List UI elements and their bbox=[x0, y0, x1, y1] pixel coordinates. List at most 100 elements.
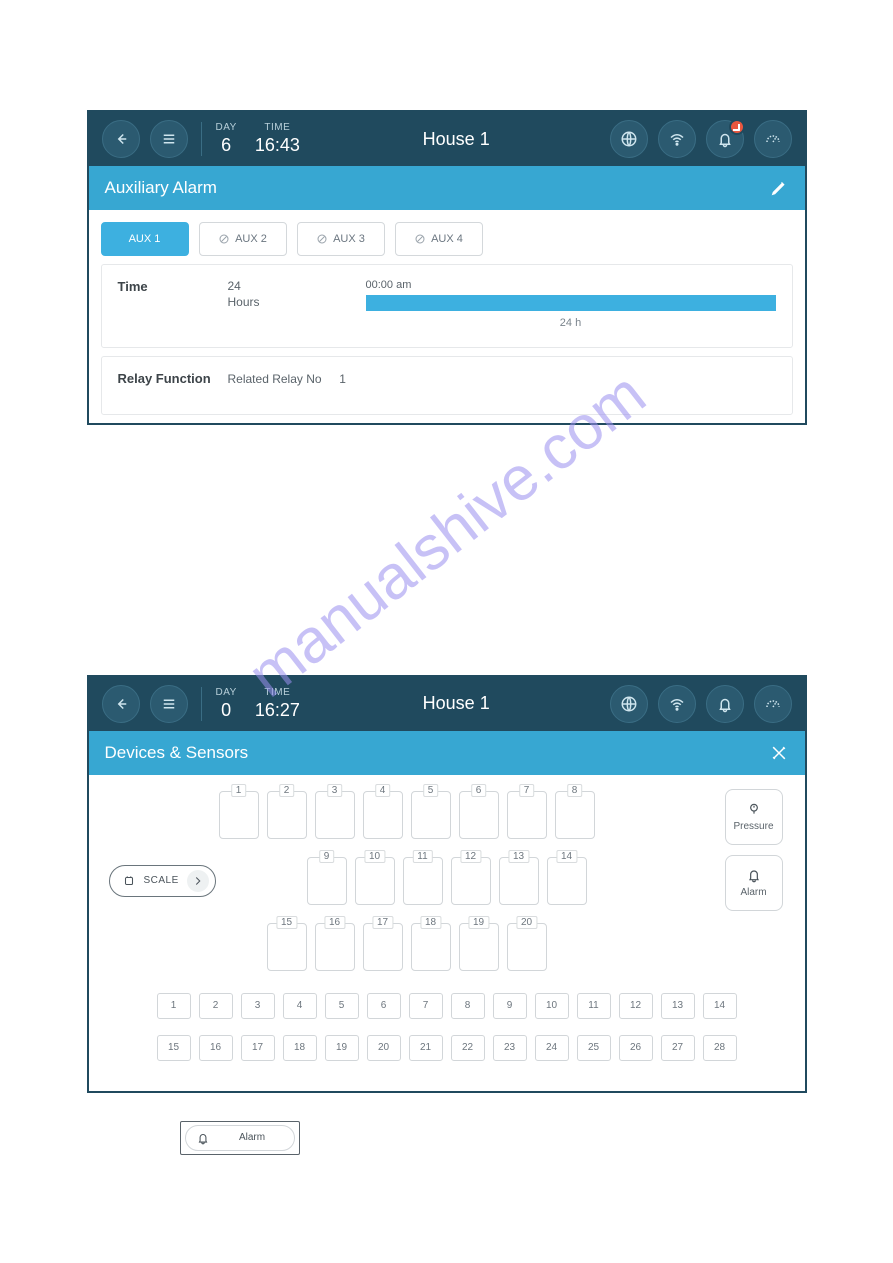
gauge-button[interactable] bbox=[754, 120, 792, 158]
device-cell[interactable]: 7 bbox=[507, 791, 547, 839]
sensor-cell[interactable]: 5 bbox=[325, 993, 359, 1019]
device-number: 8 bbox=[567, 784, 583, 797]
menu-button[interactable] bbox=[150, 120, 188, 158]
device-number: 9 bbox=[319, 850, 335, 863]
edit-icon[interactable] bbox=[769, 178, 789, 198]
sensor-cell[interactable]: 19 bbox=[325, 1035, 359, 1061]
sensor-cell[interactable]: 22 bbox=[451, 1035, 485, 1061]
device-cell[interactable]: 13 bbox=[499, 857, 539, 905]
aux-tabs: AUX 1 AUX 2 AUX 3 AUX 4 bbox=[89, 210, 805, 264]
sensor-cell[interactable]: 6 bbox=[367, 993, 401, 1019]
sensor-cell[interactable]: 24 bbox=[535, 1035, 569, 1061]
sensor-cell[interactable]: 17 bbox=[241, 1035, 275, 1061]
device-number: 17 bbox=[372, 916, 393, 929]
sensor-cell[interactable]: 21 bbox=[409, 1035, 443, 1061]
sensor-cell[interactable]: 18 bbox=[283, 1035, 317, 1061]
devices-sensors-panel: DAY 0 TIME 16:27 House 1 Devices & Senso… bbox=[87, 675, 807, 1093]
device-cell[interactable]: 16 bbox=[315, 923, 355, 971]
device-cell[interactable]: 12 bbox=[451, 857, 491, 905]
disabled-icon bbox=[316, 233, 328, 245]
day-value: 6 bbox=[216, 135, 237, 156]
sensor-cell[interactable]: 16 bbox=[199, 1035, 233, 1061]
device-number: 15 bbox=[276, 916, 297, 929]
gauge-button[interactable] bbox=[754, 685, 792, 723]
globe-icon bbox=[620, 130, 638, 148]
device-cell[interactable]: 11 bbox=[403, 857, 443, 905]
sensor-cell[interactable]: 3 bbox=[241, 993, 275, 1019]
time-value: 16:27 bbox=[255, 700, 300, 721]
sensor-cell[interactable]: 7 bbox=[409, 993, 443, 1019]
alerts-button[interactable] bbox=[706, 685, 744, 723]
device-cell[interactable]: 5 bbox=[411, 791, 451, 839]
sensor-cell[interactable]: 9 bbox=[493, 993, 527, 1019]
alerts-button[interactable] bbox=[706, 120, 744, 158]
sensor-cell[interactable]: 12 bbox=[619, 993, 653, 1019]
tab-aux3[interactable]: AUX 3 bbox=[297, 222, 385, 256]
device-cell[interactable]: 15 bbox=[267, 923, 307, 971]
relay-field: Related Relay No 1 bbox=[228, 371, 346, 386]
tab-aux2[interactable]: AUX 2 bbox=[199, 222, 287, 256]
sensor-cell[interactable]: 27 bbox=[661, 1035, 695, 1061]
wifi-button[interactable] bbox=[658, 685, 696, 723]
device-cell[interactable]: 9 bbox=[307, 857, 347, 905]
time-value: 16:43 bbox=[255, 135, 300, 156]
sensor-cell[interactable]: 25 bbox=[577, 1035, 611, 1061]
device-number: 16 bbox=[324, 916, 345, 929]
sensor-cell[interactable]: 4 bbox=[283, 993, 317, 1019]
sensor-cell[interactable]: 10 bbox=[535, 993, 569, 1019]
device-number: 12 bbox=[460, 850, 481, 863]
device-cell[interactable]: 17 bbox=[363, 923, 403, 971]
pressure-card[interactable]: Pressure bbox=[725, 789, 783, 845]
subheader-title: Auxiliary Alarm bbox=[105, 178, 217, 198]
sensor-cell[interactable]: 11 bbox=[577, 993, 611, 1019]
globe-button[interactable] bbox=[610, 685, 648, 723]
menu-icon bbox=[160, 695, 178, 713]
topbar: DAY 6 TIME 16:43 House 1 bbox=[89, 112, 805, 166]
sensor-cell[interactable]: 13 bbox=[661, 993, 695, 1019]
chevron-right-icon bbox=[187, 870, 209, 892]
device-cell[interactable]: 6 bbox=[459, 791, 499, 839]
globe-icon bbox=[620, 695, 638, 713]
device-cell[interactable]: 18 bbox=[411, 923, 451, 971]
device-cell[interactable]: 4 bbox=[363, 791, 403, 839]
device-cell[interactable]: 8 bbox=[555, 791, 595, 839]
device-row: SCALE 91011121314 Alarm bbox=[101, 857, 793, 905]
device-number: 10 bbox=[364, 850, 385, 863]
sensor-cell[interactable]: 15 bbox=[157, 1035, 191, 1061]
device-number: 2 bbox=[279, 784, 295, 797]
device-number: 4 bbox=[375, 784, 391, 797]
sensor-cell[interactable]: 14 bbox=[703, 993, 737, 1019]
alarm-chip[interactable]: Alarm bbox=[185, 1125, 295, 1151]
sensor-cell[interactable]: 8 bbox=[451, 993, 485, 1019]
day-label: DAY bbox=[216, 122, 237, 133]
globe-button[interactable] bbox=[610, 120, 648, 158]
device-cell[interactable]: 20 bbox=[507, 923, 547, 971]
wifi-button[interactable] bbox=[658, 120, 696, 158]
sensor-cell[interactable]: 28 bbox=[703, 1035, 737, 1061]
pressure-icon bbox=[746, 801, 762, 817]
sensor-cell[interactable]: 26 bbox=[619, 1035, 653, 1061]
sensor-cell[interactable]: 2 bbox=[199, 993, 233, 1019]
device-cell[interactable]: 19 bbox=[459, 923, 499, 971]
back-button[interactable] bbox=[102, 685, 140, 723]
auxiliary-alarm-panel: DAY 6 TIME 16:43 House 1 Auxiliary Alarm… bbox=[87, 110, 807, 425]
scale-button[interactable]: SCALE bbox=[109, 865, 216, 897]
device-cell[interactable]: 14 bbox=[547, 857, 587, 905]
alarm-card[interactable]: Alarm bbox=[725, 855, 783, 911]
back-button[interactable] bbox=[102, 120, 140, 158]
tab-aux4[interactable]: AUX 4 bbox=[395, 222, 483, 256]
menu-button[interactable] bbox=[150, 685, 188, 723]
device-row: 151617181920 bbox=[101, 923, 793, 971]
device-cell[interactable]: 1 bbox=[219, 791, 259, 839]
tools-icon[interactable] bbox=[769, 743, 789, 763]
tab-aux1[interactable]: AUX 1 bbox=[101, 222, 189, 256]
sensor-cell[interactable]: 23 bbox=[493, 1035, 527, 1061]
sensor-cell[interactable]: 1 bbox=[157, 993, 191, 1019]
sensor-cell[interactable]: 20 bbox=[367, 1035, 401, 1061]
device-cell[interactable]: 2 bbox=[267, 791, 307, 839]
device-number: 5 bbox=[423, 784, 439, 797]
device-cell[interactable]: 3 bbox=[315, 791, 355, 839]
device-cell[interactable]: 10 bbox=[355, 857, 395, 905]
bell-icon bbox=[746, 867, 762, 883]
day-time-block: DAY 6 TIME 16:43 bbox=[201, 122, 300, 156]
